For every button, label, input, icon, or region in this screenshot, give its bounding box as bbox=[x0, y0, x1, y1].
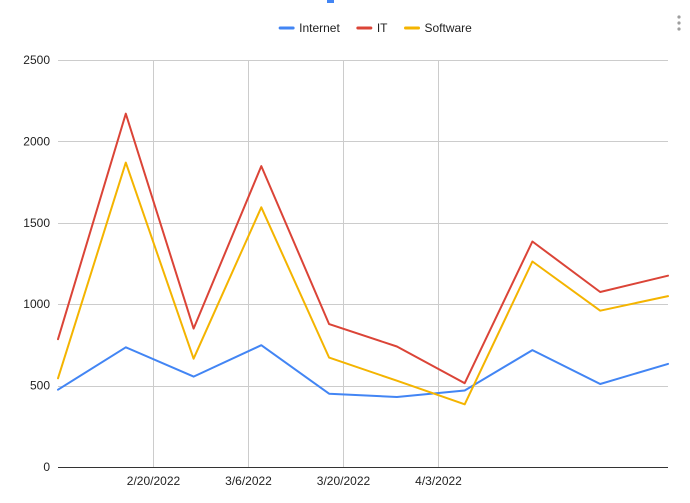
legend-item-internet[interactable]: Internet bbox=[278, 21, 340, 35]
y-tick-label: 2000 bbox=[23, 134, 50, 148]
x-axis: 2/20/2022 3/6/2022 3/20/2022 4/3/2022 bbox=[127, 474, 462, 488]
x-tick-label: 3/20/2022 bbox=[317, 474, 371, 488]
y-tick-label: 2500 bbox=[23, 53, 50, 67]
x-tick-label: 4/3/2022 bbox=[415, 474, 462, 488]
y-tick-label: 500 bbox=[30, 379, 50, 393]
legend-label: Software bbox=[425, 21, 473, 35]
x-tick-label: 2/20/2022 bbox=[127, 474, 181, 488]
y-tick-label: 1500 bbox=[23, 216, 50, 230]
gridlines bbox=[58, 60, 668, 468]
y-tick-label: 1000 bbox=[23, 297, 50, 311]
series-lines bbox=[57, 112, 669, 406]
y-axis: 0 500 1000 1500 2000 2500 bbox=[23, 53, 50, 474]
legend-label: IT bbox=[377, 21, 388, 35]
legend: Internet IT Software bbox=[278, 21, 473, 35]
legend-item-it[interactable]: IT bbox=[356, 21, 388, 35]
series-line-software bbox=[57, 161, 669, 406]
more-options-icon[interactable] bbox=[677, 15, 681, 31]
legend-label: Internet bbox=[299, 21, 340, 35]
y-tick-label: 0 bbox=[43, 460, 50, 474]
x-tick-label: 3/6/2022 bbox=[225, 474, 272, 488]
legend-item-software[interactable]: Software bbox=[404, 21, 473, 35]
series-line-it bbox=[57, 112, 669, 385]
series-line-internet bbox=[57, 344, 669, 398]
title-marker bbox=[327, 0, 334, 3]
